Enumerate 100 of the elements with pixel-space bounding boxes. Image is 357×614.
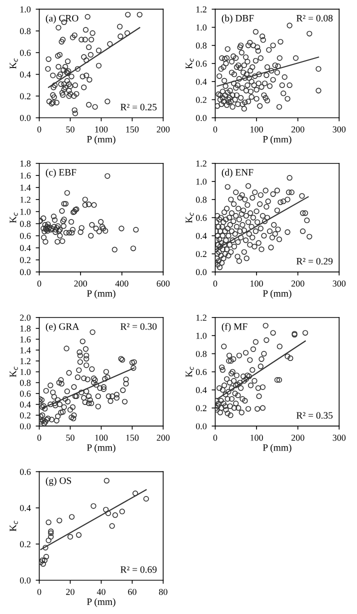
y-tick-label: 0.6 (20, 232, 31, 239)
annotation: R² = 0.25 (120, 104, 157, 110)
y-tick-label: 0.6 (196, 368, 207, 376)
x-tick-label: 100 (95, 434, 108, 441)
annotation: R² = 0.69 (120, 566, 157, 573)
y-tick-label: 0.4 (196, 387, 207, 394)
y-axis-title: K$_{c}$ (186, 58, 194, 69)
x-tick-label: 0 (37, 588, 42, 595)
text: (g) OS (46, 477, 72, 486)
x-axis-title: P (mm) (86, 290, 116, 299)
y-tick-label: 0.6 (20, 390, 31, 397)
x-tick-label: 0 (37, 280, 42, 287)
x-tick-label: 200 (156, 126, 170, 132)
text: (e) GRA (46, 322, 80, 332)
text: (a) CRO (46, 14, 78, 24)
y-tick-label: 0.6 (196, 214, 207, 221)
y-tick-label: 1.0 (20, 368, 31, 376)
y-tick-label: 1.0 (196, 332, 207, 339)
y-axis-title: K$_{c}$ (186, 212, 194, 223)
y-axis-title: K$_{c}$ (186, 366, 194, 378)
annotation: R² = 0.29 (296, 258, 333, 265)
x-tick-label: 200 (74, 280, 87, 287)
y-tick-label: 2.0 (20, 314, 31, 321)
y-tick-label: 0.2 (196, 96, 206, 103)
y-tick-label: 0.4 (20, 401, 31, 408)
x-tick-label: 600 (156, 280, 170, 287)
y-tick-label: 1.8 (20, 160, 31, 167)
x-tick-label: 100 (250, 280, 263, 287)
y-axis-title: K$_{c}$ (10, 520, 18, 532)
x-tick-label: 200 (156, 434, 170, 441)
y-tick-label: 0.2 (20, 93, 30, 100)
x-axis-title: P (mm) (86, 598, 116, 607)
x-tick-label: 80 (159, 588, 168, 595)
y-tick-label: 1.0 (196, 178, 207, 185)
y-axis-title: K$_{c}$ (10, 366, 18, 378)
y-tick-label: 0.4 (20, 71, 31, 78)
y-tick-label: 0.8 (196, 196, 207, 203)
x-tick-label: 150 (126, 126, 139, 132)
x-tick-label: 200 (291, 280, 304, 287)
x-tick-label: 0 (213, 126, 218, 132)
text: (b) DBF (222, 14, 254, 24)
y-tick-label: 0.8 (196, 42, 207, 49)
x-tick-label: 40 (96, 588, 106, 595)
x-tick-label: 150 (126, 434, 139, 441)
x-axis-title: P (mm) (262, 444, 292, 453)
y-axis-title: K$_{c}$ (10, 58, 18, 69)
text: (c) EBF (46, 168, 76, 178)
x-axis-title: P (mm) (262, 290, 292, 299)
y-tick-label: 0.6 (20, 468, 31, 475)
y-tick-label: 0.8 (20, 28, 31, 34)
y-tick-label: 0.2 (20, 541, 30, 548)
annotation: R² = 0.08 (296, 14, 333, 22)
y-tick-label: 1.0 (20, 6, 31, 12)
annotation: R² = 0.30 (120, 323, 157, 330)
y-tick-label: 0.2 (20, 412, 30, 418)
x-tick-label: 200 (291, 434, 304, 441)
y-tick-label: 1.6 (20, 336, 31, 342)
y-tick-label: 1.2 (20, 196, 30, 203)
text: (d) ENF (222, 168, 254, 178)
x-tick-label: 0 (37, 434, 42, 441)
x-tick-label: 0 (37, 126, 42, 132)
y-tick-label: 0.4 (196, 78, 207, 85)
y-tick-label: 1.8 (20, 326, 31, 332)
x-tick-label: 300 (332, 280, 346, 287)
y-tick-label: 1.2 (196, 314, 206, 321)
y-tick-label: 0.8 (20, 220, 31, 227)
y-tick-label: 0.0 (20, 114, 31, 122)
y-tick-label: 0.6 (20, 50, 31, 56)
x-tick-label: 200 (291, 126, 304, 132)
y-tick-label: 0.0 (20, 269, 31, 276)
y-tick-label: 0.0 (196, 269, 207, 276)
x-tick-label: 60 (128, 588, 136, 595)
x-tick-label: 50 (66, 126, 74, 132)
y-tick-label: 1.2 (20, 358, 30, 364)
x-tick-label: 20 (66, 588, 74, 595)
y-tick-label: 1.6 (20, 172, 31, 179)
x-axis-title: P (mm) (86, 444, 116, 453)
x-axis-title: P (mm) (262, 136, 292, 144)
y-tick-label: 1.2 (196, 6, 206, 12)
y-tick-label: 0.2 (196, 405, 206, 412)
x-tick-label: 0 (213, 434, 218, 441)
x-tick-label: 300 (332, 126, 346, 132)
y-tick-label: 0.0 (196, 114, 207, 122)
y-tick-label: 0.4 (196, 232, 207, 239)
y-tick-label: 0.2 (196, 250, 206, 258)
x-tick-label: 0 (213, 280, 218, 287)
y-tick-label: 1.0 (196, 24, 207, 31)
y-tick-label: 0.0 (196, 423, 207, 430)
x-tick-label: 50 (66, 434, 74, 441)
x-tick-label: 100 (250, 434, 263, 441)
text: (f) MF (222, 322, 248, 332)
y-tick-label: 0.0 (20, 423, 31, 430)
y-axis-title: K$_{c}$ (10, 212, 18, 223)
x-tick-label: 100 (95, 126, 108, 132)
x-axis-title: P (mm) (86, 136, 116, 144)
y-tick-label: 0.4 (20, 244, 31, 252)
y-tick-label: 1.4 (20, 184, 31, 191)
x-tick-label: 100 (250, 126, 263, 132)
y-tick-label: 0.2 (20, 256, 30, 264)
x-tick-label: 400 (115, 280, 128, 287)
